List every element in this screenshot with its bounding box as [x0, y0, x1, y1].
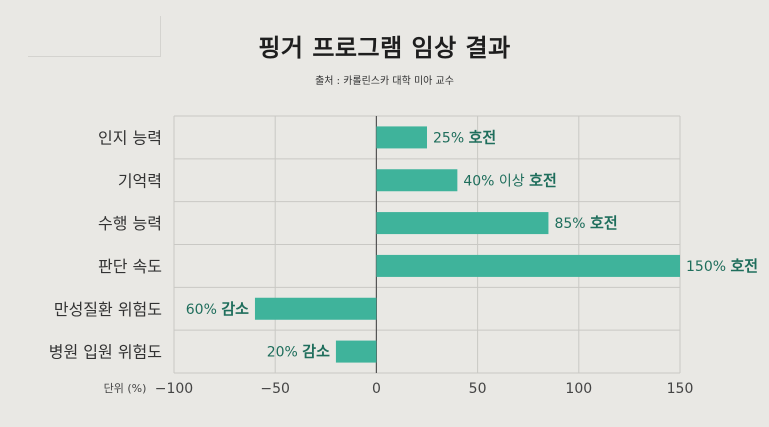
- data-label-word: 호전: [529, 171, 557, 189]
- category-label: 인지 능력: [98, 128, 162, 147]
- data-label-value: 150%: [686, 259, 730, 275]
- x-tick-label: 50: [469, 381, 487, 397]
- category-label: 수행 능력: [98, 214, 162, 233]
- bar: [376, 126, 427, 149]
- data-label-word: 호전: [730, 257, 758, 275]
- chart-source: 출처 : 카롤린스카 대학 미아 교수: [315, 76, 454, 87]
- data-label: 25% 호전: [433, 128, 496, 146]
- data-label: 150% 호전: [686, 257, 758, 275]
- data-label-value: 20%: [267, 345, 303, 361]
- x-tick-label: −100: [155, 381, 193, 397]
- data-label-value: 40% 이상: [463, 173, 529, 189]
- data-label: 20% 감소: [267, 343, 330, 361]
- data-label-value: 25%: [433, 130, 469, 146]
- bar: [376, 169, 458, 192]
- bar: [335, 340, 377, 363]
- data-label-word: 감소: [302, 343, 330, 361]
- bar: [254, 297, 377, 320]
- data-label-value: 85%: [554, 216, 590, 232]
- x-tick-label: 0: [372, 381, 381, 397]
- x-tick-label: −50: [260, 381, 290, 397]
- data-label-word: 감소: [221, 300, 249, 318]
- x-axis-label: 단위 (%): [104, 382, 147, 395]
- category-label: 만성질환 위험도: [54, 300, 162, 319]
- blurred-logo-area: [28, 16, 161, 57]
- bar: [376, 254, 680, 277]
- data-label-word: 호전: [469, 128, 497, 146]
- bar: [376, 212, 549, 235]
- category-label: 기억력: [118, 171, 162, 190]
- data-label-word: 호전: [590, 214, 618, 232]
- chart-title: 핑거 프로그램 임상 결과: [258, 34, 511, 62]
- category-label: 판단 속도: [98, 257, 162, 276]
- data-label: 85% 호전: [554, 214, 617, 232]
- data-label-value: 60%: [186, 302, 222, 318]
- data-label: 40% 이상 호전: [463, 171, 556, 189]
- data-label: 60% 감소: [186, 300, 249, 318]
- x-tick-label: 150: [667, 381, 694, 397]
- x-tick-label: 100: [565, 381, 592, 397]
- category-label: 병원 입원 위험도: [49, 343, 162, 362]
